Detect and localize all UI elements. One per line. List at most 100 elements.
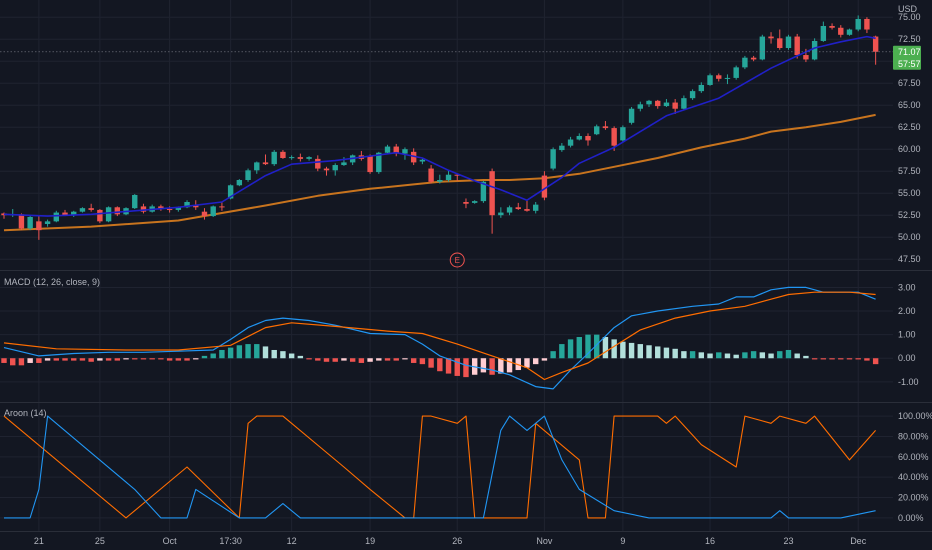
candle-up bbox=[785, 36, 792, 48]
macd-hist-bar bbox=[716, 352, 722, 359]
macd-hist-bar bbox=[855, 358, 861, 360]
candle-down bbox=[428, 168, 434, 182]
macd-hist-bar bbox=[742, 352, 748, 359]
candle-down bbox=[463, 202, 469, 204]
price-tick-label: 65.00 bbox=[898, 100, 921, 110]
time-axis[interactable]: 21 25 Oct 17:30 12 19 26 Nov 9 16 23 Dec bbox=[34, 536, 867, 546]
macd-hist-bar bbox=[219, 349, 225, 359]
candle-up bbox=[210, 206, 216, 217]
aroon-tick-label: 100.00% bbox=[898, 411, 932, 421]
macd-hist-bar bbox=[358, 358, 365, 363]
macd-hist-bar bbox=[759, 352, 766, 359]
earnings-icon bbox=[449, 252, 465, 268]
price-panel[interactable] bbox=[1, 15, 879, 240]
macd-hist-bar bbox=[794, 353, 800, 359]
macd-hist-bar bbox=[140, 358, 147, 360]
signal-path bbox=[3, 291, 876, 381]
ma-fast-path bbox=[3, 35, 876, 217]
candle-up bbox=[698, 84, 705, 92]
aroon-tick-label: 0.00% bbox=[898, 513, 924, 523]
price-tick-label: 52.50 bbox=[898, 210, 921, 220]
candle-up bbox=[254, 162, 260, 171]
macd-hist-bar bbox=[166, 358, 173, 361]
aroon-tick-label: 80.00% bbox=[898, 431, 929, 441]
candle-down bbox=[777, 38, 783, 48]
candle-down bbox=[602, 126, 609, 129]
candle-down bbox=[36, 221, 42, 231]
earnings-marker[interactable]: E bbox=[449, 252, 465, 268]
candle-up bbox=[402, 149, 408, 154]
macd-axis[interactable]: 3.00 2.00 1.00 0.00 -1.00 bbox=[898, 282, 919, 386]
macd-line bbox=[3, 286, 876, 390]
candle-up bbox=[506, 207, 513, 213]
macd-hist-bar bbox=[689, 351, 696, 359]
aroon-axis[interactable]: 100.00% 80.00% 60.00% 40.00% 20.00% 0.00% bbox=[898, 411, 932, 523]
price-tick-label: 67.50 bbox=[898, 78, 921, 88]
candle-down bbox=[541, 175, 548, 198]
macd-hist-bar bbox=[88, 358, 94, 362]
time-tick-label: 21 bbox=[34, 536, 44, 546]
macd-hist-bar bbox=[27, 358, 33, 363]
macd-hist-bar bbox=[524, 358, 530, 368]
macd-hist-bar bbox=[838, 358, 844, 360]
last-price-tag-bg bbox=[893, 45, 921, 70]
candle-down bbox=[864, 18, 870, 30]
candle-down bbox=[297, 157, 304, 159]
aroon-down-line bbox=[4, 415, 876, 519]
macd-hist-bar bbox=[18, 358, 25, 366]
macd-hist-bar bbox=[288, 353, 295, 359]
candle-up bbox=[594, 126, 600, 135]
macd-hist-bar bbox=[393, 358, 399, 361]
price-tick-label: 72.50 bbox=[898, 34, 921, 44]
candle-up bbox=[71, 211, 77, 216]
macd-hist-bar bbox=[410, 358, 417, 363]
macd-hist-bar bbox=[193, 358, 199, 360]
candle-down bbox=[768, 36, 774, 39]
currency-label: USD bbox=[898, 4, 918, 14]
macd-hist-bar bbox=[864, 358, 870, 361]
price-tick-label: 60.00 bbox=[898, 144, 921, 154]
macd-hist-bar bbox=[245, 344, 251, 359]
macd-hist-bar bbox=[750, 351, 757, 359]
candle-up bbox=[559, 145, 565, 151]
macd-hist-bar bbox=[550, 351, 556, 359]
candle-up bbox=[132, 194, 138, 209]
macd-hist-bar bbox=[175, 358, 182, 361]
candle-up bbox=[628, 108, 635, 123]
candle-down bbox=[315, 158, 321, 169]
time-tick-label: Oct bbox=[163, 536, 178, 546]
macd-hist-bar bbox=[367, 358, 373, 362]
macd-hist-bar bbox=[663, 347, 670, 359]
candle-up bbox=[820, 26, 827, 41]
macd-hist-bar bbox=[271, 349, 277, 359]
aroon-panel[interactable]: Aroon (14) bbox=[3, 408, 877, 519]
last-price-tag: 71.07 57:57 bbox=[893, 45, 921, 70]
candle-down bbox=[114, 207, 121, 215]
candle-up bbox=[44, 221, 51, 224]
macd-hist-bar bbox=[437, 358, 443, 372]
macd-hist-bar bbox=[332, 358, 338, 362]
candle-down bbox=[655, 100, 661, 107]
price-tick-label: 50.00 bbox=[898, 232, 921, 242]
macd-hist-bar bbox=[620, 341, 626, 359]
macd-hist-bar bbox=[280, 351, 286, 359]
candle-down bbox=[515, 207, 521, 210]
macd-hist-bar bbox=[567, 339, 574, 359]
macd-hist-bar bbox=[402, 358, 408, 360]
macd-hist-bar bbox=[1, 358, 7, 363]
macd-hist-bar bbox=[210, 353, 216, 359]
candle-down bbox=[454, 174, 460, 176]
candle-up bbox=[846, 29, 853, 35]
candle-down bbox=[18, 214, 25, 229]
candlesticks bbox=[1, 15, 879, 240]
candle-up bbox=[445, 174, 452, 180]
time-tick-label: 12 bbox=[287, 536, 297, 546]
macd-panel[interactable]: MACD (12, 26, close, 9) bbox=[1, 277, 879, 390]
candle-down bbox=[585, 136, 591, 141]
time-tick-label: Nov bbox=[536, 536, 553, 546]
candle-down bbox=[367, 156, 373, 173]
candle-up bbox=[471, 201, 478, 203]
macd-hist-bar bbox=[602, 337, 609, 359]
candle-up bbox=[79, 208, 86, 212]
